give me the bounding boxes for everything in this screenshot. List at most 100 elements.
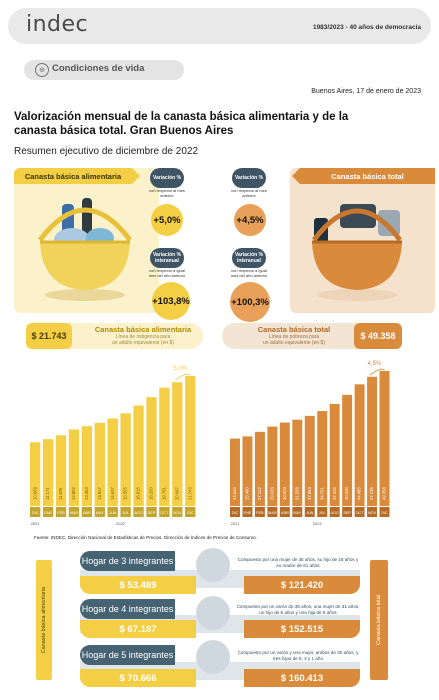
annotation-arrow: [369, 368, 385, 376]
chart-bar: [185, 376, 196, 506]
cba-heading-arrow: [132, 168, 140, 184]
bar-value-label: 24.643: [232, 487, 237, 500]
month-label: OCT: [160, 511, 169, 515]
chart-bar: [329, 403, 340, 506]
food-basket-icon: [38, 198, 132, 301]
month-label: JUL: [319, 511, 326, 515]
month-band: [42, 507, 54, 517]
source-note: Fuente: INDEC, Dirección Nacional de Est…: [34, 535, 257, 540]
chart-bar: [146, 397, 157, 506]
bar-value-label: 40.630: [344, 487, 349, 500]
annotation-arrow: [175, 373, 191, 381]
month-label: DIC: [187, 511, 194, 515]
variation-annotation: 4,5%: [368, 361, 382, 367]
chart-bar: [81, 426, 93, 506]
goods-basket-icon: [311, 204, 403, 301]
month-band: [55, 507, 67, 517]
year-label: 2021: [231, 521, 241, 526]
variation-annotation: 5,0%: [173, 366, 187, 372]
family-illustration: [196, 548, 230, 582]
household-description: Compuesto por un varón de 35 años, una m…: [236, 604, 360, 615]
month-label: SEP: [148, 511, 156, 515]
month-band: [254, 507, 265, 517]
cbt-heading: Canasta básica total: [300, 168, 435, 184]
cba-pill-text: Canasta básica alimentaria Línea de indi…: [84, 325, 202, 346]
month-label: JUL: [122, 511, 129, 515]
bar-value-label: 16.815: [136, 487, 141, 500]
month-band: [230, 507, 240, 517]
month-label: MAY: [96, 511, 104, 515]
cbt-var-month-label: Variación %: [232, 168, 266, 188]
month-label: ABR: [83, 511, 91, 515]
household-cba-value: $ 67.187: [80, 620, 196, 638]
household-label: Hogar de 5 integrantes: [80, 645, 175, 665]
cba-pill-sub1: Línea de indigencia para: [115, 334, 171, 340]
chart-bar: [379, 371, 390, 506]
cbt-var-year-sub: con respecto a igual mes del año anterio…: [230, 268, 268, 278]
dateline: Buenos Aires, 17 de enero de 2023: [311, 88, 421, 95]
month-band: [159, 507, 170, 517]
bar-value-label: 19.791: [162, 487, 167, 500]
household-description: Compuesto por una mujer de 35 años, su h…: [237, 557, 359, 568]
month-band: [81, 507, 93, 517]
month-band: [292, 507, 303, 517]
month-band: [68, 507, 80, 517]
bar-value-label: 32.953: [307, 487, 312, 500]
bar-value-label: 11.171: [45, 487, 50, 500]
chart-bar: [267, 426, 278, 506]
indec-logo: indec: [26, 12, 89, 37]
household-description: Compuesto por un varón y una mujer, ambo…: [237, 650, 359, 661]
chart-bar: [367, 376, 378, 506]
month-band: [94, 507, 105, 517]
month-label: NOV: [173, 511, 182, 515]
bar-value-label: 18.200: [149, 487, 154, 500]
cba-value: $ 21.743: [26, 323, 72, 349]
bar-value-label: 31.558: [294, 487, 299, 500]
side-label-cba-text: Canasta básica alimentaria: [41, 586, 47, 654]
cbt-pill-title: Canasta básica total: [257, 325, 331, 334]
cbt-heading-arrow: [292, 168, 300, 184]
bar-value-label: 29.033: [269, 487, 274, 500]
bar-value-label: 14.637: [110, 487, 115, 500]
chart-bar: [242, 436, 253, 506]
month-label: ABR: [281, 511, 289, 515]
bar-value-label: 12.802: [71, 487, 76, 500]
side-label-cba: Canasta básica alimentaria: [36, 560, 52, 680]
household-label: Hogar de 4 integrantes: [80, 599, 175, 619]
year-label: 2021: [31, 521, 41, 526]
cba-var-year-label: Variación % interanual: [150, 248, 184, 268]
side-label-cbt: Canasta básica total: [370, 560, 388, 680]
month-band: [317, 507, 328, 517]
month-label: MAR: [268, 511, 277, 515]
year-label: 2022: [116, 521, 126, 526]
household-cbt-value: $ 121.420: [244, 576, 360, 594]
month-band: [304, 507, 315, 517]
cbt-var-year-value: +100,3%: [230, 282, 270, 322]
header-bar: [8, 8, 431, 44]
cbt-pill-sub1: Línea de pobreza para: [268, 334, 320, 340]
month-band: [30, 507, 41, 517]
chart-bar: [279, 422, 290, 506]
cba-pill-sub2: un adulto equivalente (en $): [112, 340, 174, 346]
cba-var-year-value: +103,8%: [152, 282, 190, 320]
chart-bar: [304, 415, 315, 506]
bar-value-label: 34.701: [319, 487, 324, 500]
chart-bar: [172, 382, 183, 506]
chart-bar: [42, 439, 54, 506]
month-label: ENE: [244, 511, 252, 515]
chart-bar: [317, 411, 328, 506]
chart-bar: [254, 431, 265, 506]
bar-value-label: 21.743: [187, 487, 192, 500]
month-band: [120, 507, 131, 517]
section-pill: [24, 60, 184, 80]
month-label: FEB: [256, 511, 264, 515]
household-cbt-value: $ 152.515: [244, 620, 360, 638]
bar-value-label: 47.235: [369, 487, 374, 500]
month-band: [367, 507, 378, 517]
month-band: [379, 507, 390, 517]
month-label: FEB: [57, 511, 65, 515]
chart-bar: [107, 418, 118, 506]
month-label: NOV: [368, 511, 377, 515]
month-label: ENE: [44, 511, 52, 515]
side-label-cbt-text: Canasta básica total: [376, 595, 382, 645]
